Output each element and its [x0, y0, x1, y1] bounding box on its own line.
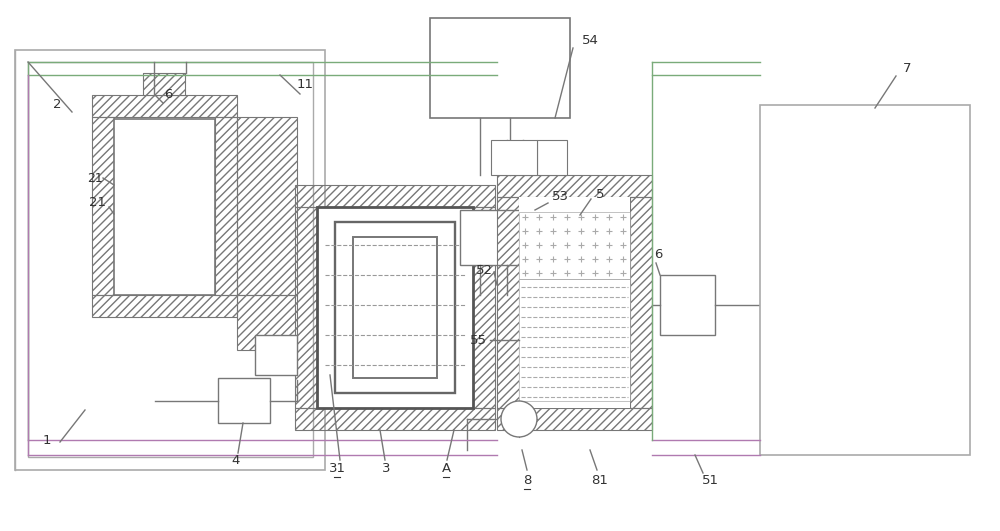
Bar [630, 197, 652, 408]
Bar [143, 73, 185, 95]
Bar [317, 207, 473, 408]
Text: 3: 3 [382, 461, 390, 475]
Bar [255, 335, 297, 375]
Bar [28, 62, 313, 457]
Bar [295, 207, 317, 408]
Bar [519, 197, 630, 408]
Text: 8: 8 [523, 474, 531, 486]
Bar [519, 212, 630, 279]
Bar [353, 237, 437, 378]
Bar [218, 378, 270, 423]
Bar [537, 140, 567, 175]
Bar [317, 207, 473, 408]
Bar [295, 185, 495, 207]
Bar [519, 197, 630, 212]
Bar [460, 210, 535, 265]
Bar [760, 105, 970, 455]
Bar [15, 50, 325, 470]
Bar [430, 18, 570, 118]
Bar [491, 140, 537, 175]
Bar [237, 295, 297, 350]
Text: 5: 5 [596, 187, 604, 201]
Text: 6: 6 [654, 249, 662, 261]
Circle shape [501, 401, 537, 437]
Bar [92, 295, 237, 317]
Text: 21: 21 [88, 196, 106, 210]
Text: 31: 31 [328, 461, 346, 475]
Text: 7: 7 [903, 62, 911, 74]
Text: 54: 54 [582, 33, 598, 47]
Bar [497, 175, 652, 197]
Bar [497, 408, 652, 430]
Text: 81: 81 [592, 474, 608, 486]
Text: 21: 21 [87, 172, 103, 184]
Text: 2: 2 [53, 98, 61, 112]
Bar [92, 95, 237, 117]
Text: 11: 11 [296, 78, 314, 90]
Bar [237, 117, 297, 295]
Bar [660, 275, 715, 335]
Bar [473, 207, 495, 408]
Bar [335, 222, 455, 393]
Text: 4: 4 [232, 453, 240, 467]
Text: 53: 53 [552, 190, 568, 202]
Text: 1: 1 [43, 433, 51, 447]
Text: 52: 52 [476, 263, 492, 277]
Bar [92, 117, 114, 295]
Bar [295, 408, 495, 430]
Bar [114, 119, 215, 295]
Text: 6: 6 [164, 89, 172, 101]
Text: 51: 51 [702, 474, 718, 486]
Bar [143, 73, 185, 95]
Text: A: A [441, 461, 451, 475]
Bar [497, 197, 519, 408]
Bar [215, 117, 237, 295]
Text: 55: 55 [470, 333, 486, 347]
Bar [519, 279, 630, 401]
